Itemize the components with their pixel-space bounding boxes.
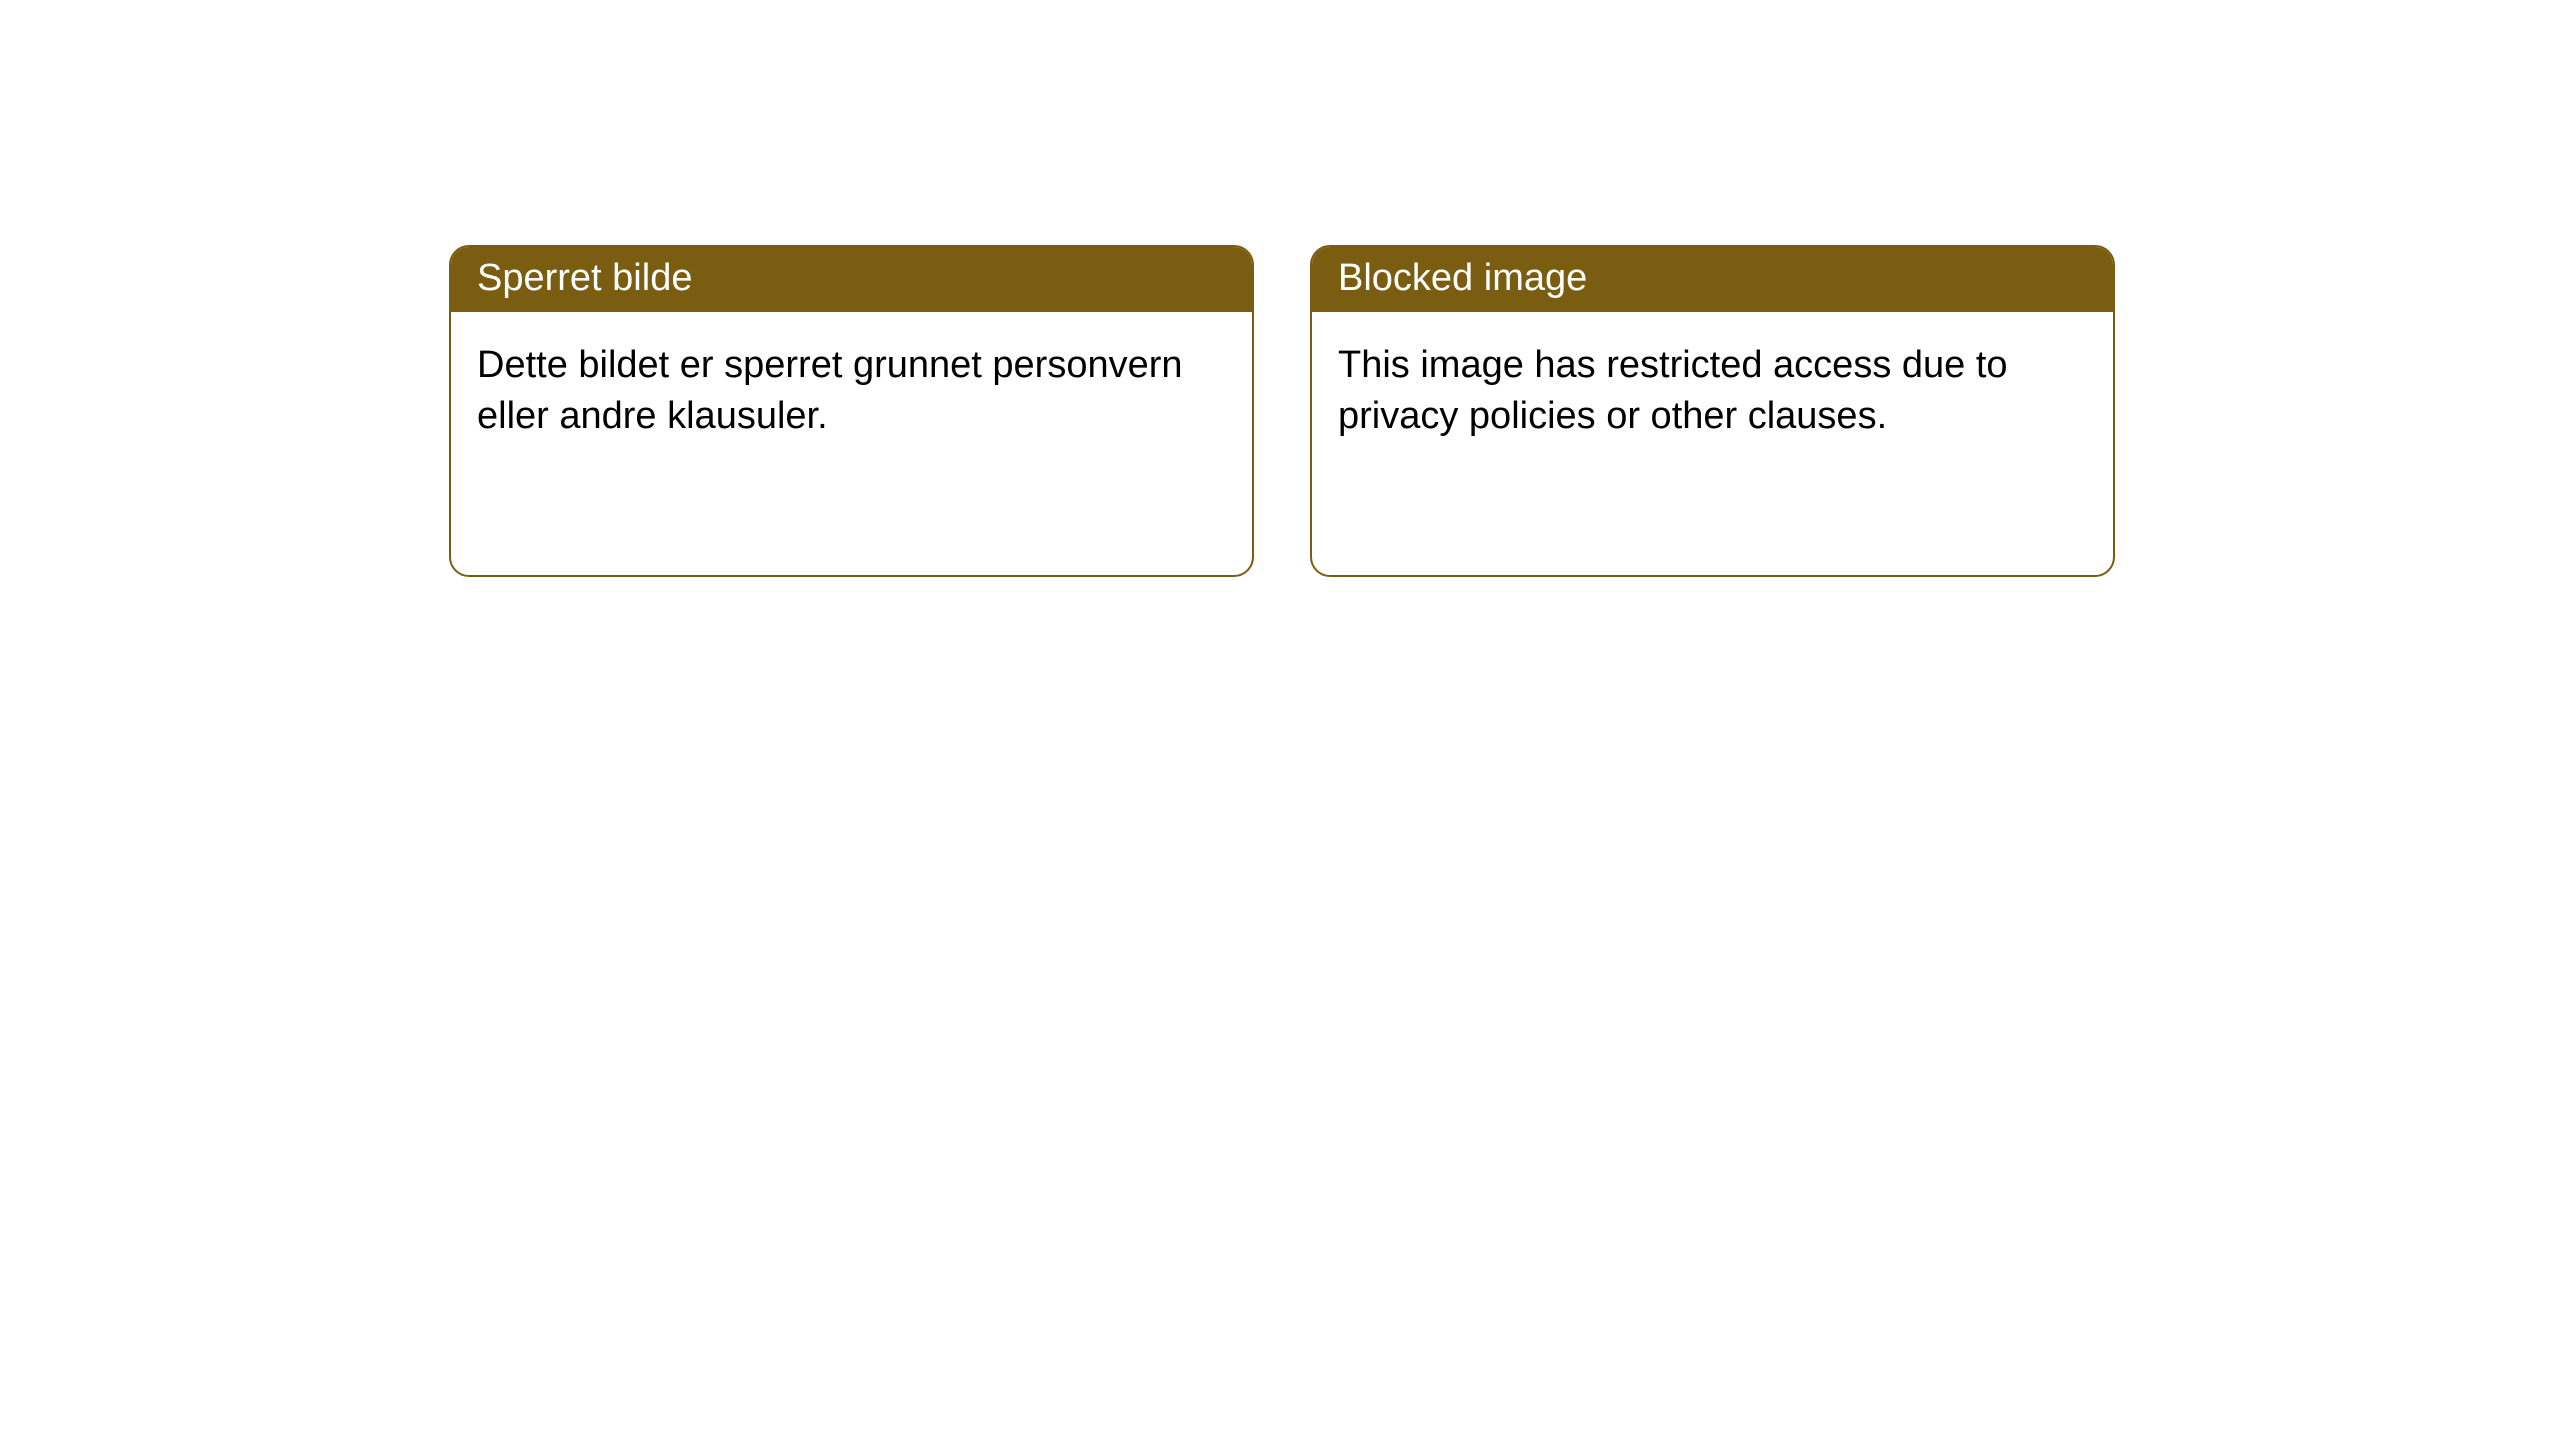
card-header-no: Sperret bilde — [451, 247, 1252, 312]
blocked-notice-card-no: Sperret bilde Dette bildet er sperret gr… — [449, 245, 1254, 577]
card-header-en: Blocked image — [1312, 247, 2113, 312]
notice-cards-container: Sperret bilde Dette bildet er sperret gr… — [0, 0, 2560, 577]
card-body-en: This image has restricted access due to … — [1312, 312, 2113, 463]
blocked-notice-card-en: Blocked image This image has restricted … — [1310, 245, 2115, 577]
card-body-no: Dette bildet er sperret grunnet personve… — [451, 312, 1252, 463]
